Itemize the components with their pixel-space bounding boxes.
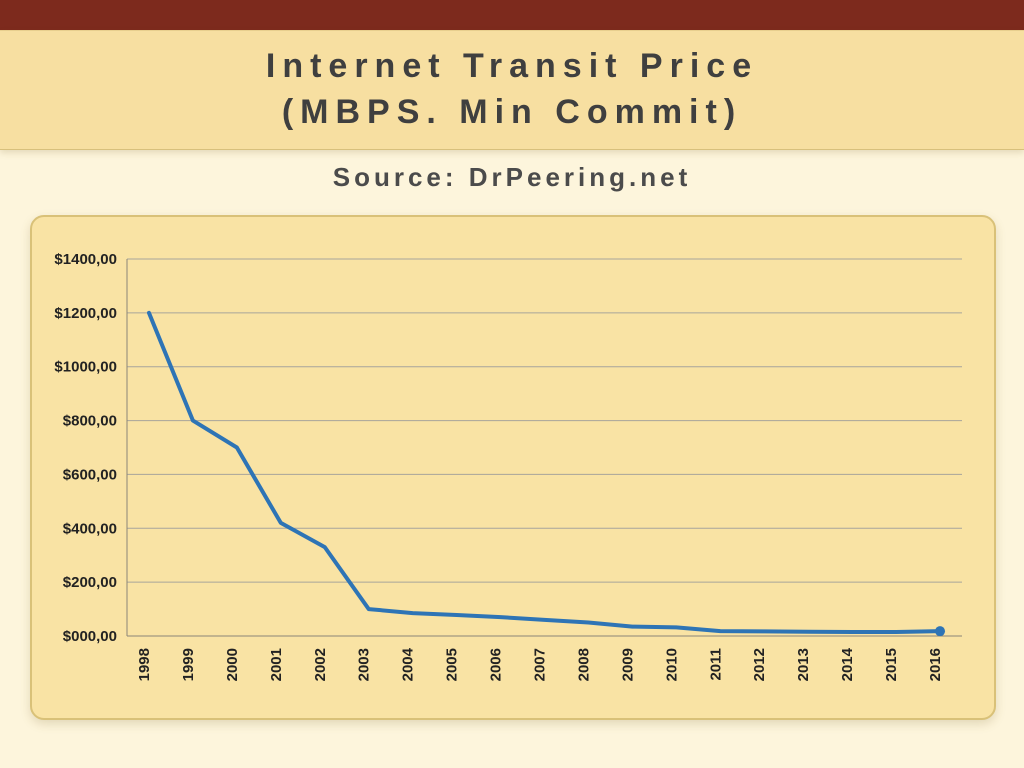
price-line-series [146,310,943,634]
x-tick-label: 2014 [839,647,856,681]
y-tick-label: $1000,00 [54,359,117,376]
x-tick-label: 2009 [619,648,636,681]
x-tick-label: 2006 [488,648,505,681]
x-tick-label: 2001 [268,648,285,681]
x-tick-label: 2016 [927,648,944,681]
chart-panel: $000,00 $200,00 $400,00 $600,00 $800,00 $1000… [30,215,996,720]
y-tick-label: $800,00 [63,413,117,430]
x-tick-label: 2007 [532,648,549,681]
x-tick-label: 2010 [663,648,680,681]
x-tick-label: 2005 [444,648,461,681]
x-tick-label: 2004 [400,647,417,681]
y-tick-label: $200,00 [63,574,117,591]
x-tick-label: 2003 [356,648,373,681]
x-tick-label: 2008 [575,648,592,681]
y-tick-label: $400,00 [63,520,117,537]
x-tick-label: 1999 [180,648,197,681]
x-tick-label: 2012 [751,648,768,681]
y-tick-label: $600,00 [63,466,117,483]
x-tick-label: 2011 [707,648,724,681]
source-label: Source: DrPeering.net [332,162,692,192]
y-tick-label: $000,00 [63,628,117,645]
end-point-marker [935,626,946,637]
page-title-line2: (MBPS. Min Commit) [281,93,743,131]
x-tick-label: 1998 [136,648,153,681]
x-tick-label: 2013 [795,648,812,681]
transit-price-line-chart: $000,00 $200,00 $400,00 $600,00 $800,00 $1000… [54,251,962,681]
x-tick-label: 2002 [312,648,329,681]
x-tick-label: 2000 [224,648,241,681]
top-accent-bar [0,0,1024,30]
y-tick-label: $1200,00 [54,305,117,322]
slide-header: Internet Transit Price (MBPS. Min Commit… [0,30,1024,150]
x-tick-label: 2015 [883,648,900,681]
page-title-line1: Internet Transit Price [265,47,759,86]
y-tick-label: $1400,00 [54,251,117,268]
